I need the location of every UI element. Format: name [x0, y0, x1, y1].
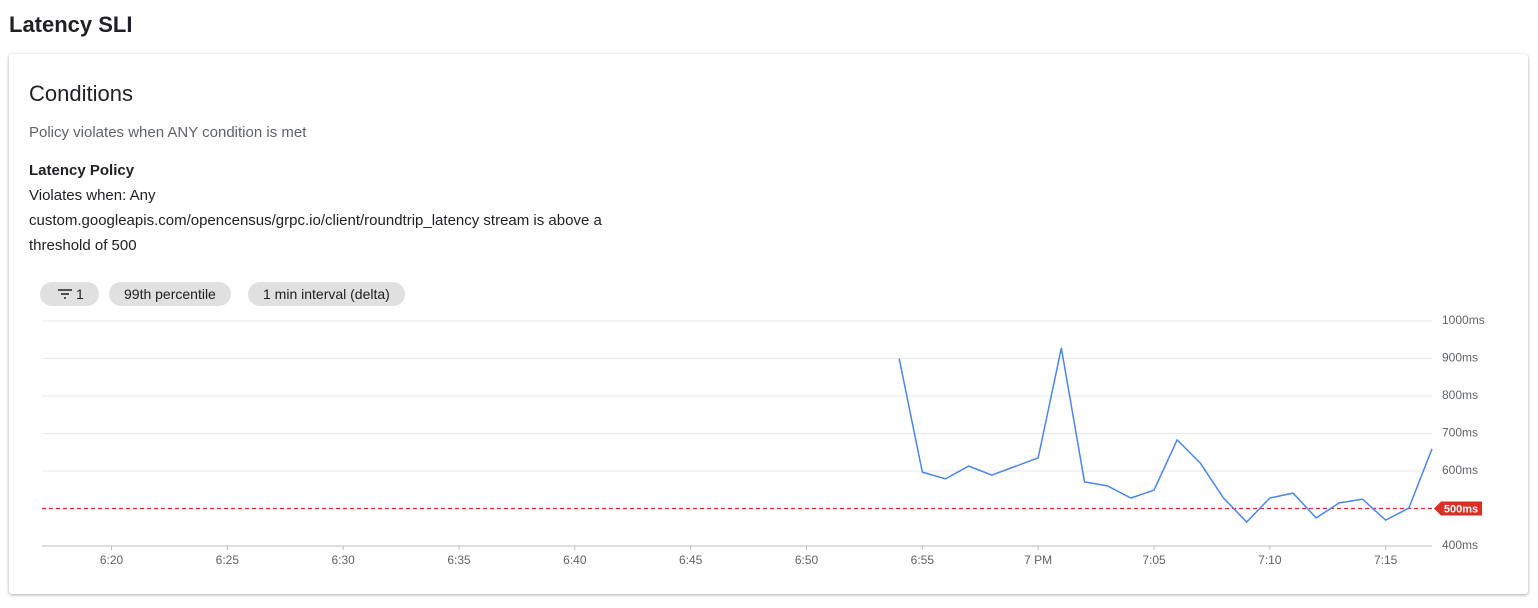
y-tick-label: 700ms [1442, 426, 1478, 440]
x-tick-label: 7 PM [1024, 553, 1052, 567]
filter-chip[interactable]: 1 [40, 282, 99, 306]
x-tick-label: 6:30 [331, 553, 355, 567]
x-tick-label: 7:15 [1374, 553, 1398, 567]
chip[interactable]: 99th percentile [109, 282, 231, 306]
policy-line: custom.googleapis.com/opencensus/grpc.io… [29, 212, 602, 229]
threshold-label: 500ms [1444, 503, 1478, 515]
x-tick-label: 6:50 [795, 553, 819, 567]
x-tick-label: 7:10 [1258, 553, 1282, 567]
y-tick-label: 1000ms [1442, 313, 1485, 327]
chip-label: 1 [76, 286, 84, 302]
policy-line: threshold of 500 [29, 237, 137, 254]
x-tick-label: 7:05 [1142, 553, 1166, 567]
x-tick-label: 6:35 [447, 553, 471, 567]
x-tick-label: 6:55 [911, 553, 935, 567]
page-title: Latency SLI [9, 12, 133, 37]
threshold-badge [1434, 501, 1482, 516]
y-tick-label: 800ms [1442, 388, 1478, 402]
card-subtitle: Policy violates when ANY condition is me… [29, 124, 307, 141]
policy-name: Latency Policy [29, 162, 135, 179]
x-tick-label: 6:20 [100, 553, 124, 567]
y-tick-label: 600ms [1442, 463, 1478, 477]
series-line [898, 347, 1433, 524]
y-tick-label: 400ms [1442, 538, 1478, 552]
card-title: Conditions [29, 81, 133, 106]
policy-line: Violates when: Any [29, 187, 156, 204]
y-tick-label: 900ms [1442, 351, 1478, 365]
filter-icon [58, 289, 72, 299]
chip[interactable]: 1 min interval (delta) [248, 282, 405, 306]
x-tick-label: 6:40 [563, 553, 587, 567]
x-tick-label: 6:25 [216, 553, 240, 567]
conditions-card: Conditions Policy violates when ANY cond… [9, 54, 1528, 594]
x-tick-label: 6:45 [679, 553, 703, 567]
